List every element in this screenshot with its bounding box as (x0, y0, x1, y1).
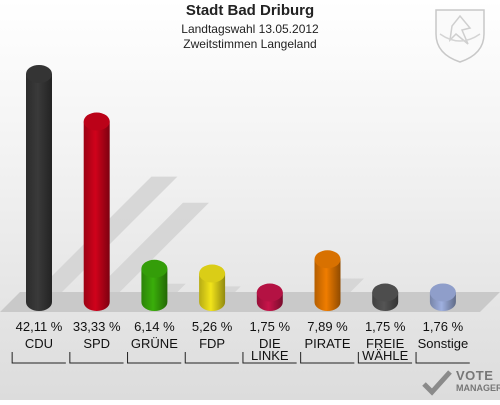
category-bracket-spd (69, 352, 124, 364)
vote-manager-logo: VOTE MANAGER (420, 366, 500, 400)
value-label-gruene: 6,14 % (134, 319, 175, 334)
category-label-gruene: GRÜNE (131, 336, 178, 351)
logo-text-manager: MANAGER (456, 383, 500, 393)
category-bracket-sonstige (415, 352, 470, 364)
bar-fdp (199, 264, 226, 311)
value-label-die-linke: 1,75 % (250, 319, 291, 334)
category-bracket-gruene (127, 352, 182, 364)
category-label-freie-waehle-line1: FREIE (366, 336, 405, 351)
category-label-cdu: CDU (25, 336, 53, 351)
category-bracket-freie-waehle (357, 352, 413, 364)
category-bracket-cdu (11, 352, 66, 364)
category-label-spd: SPD (83, 336, 110, 351)
bar-pirate (314, 250, 341, 311)
logo-text-vote: VOTE (456, 368, 494, 383)
category-label-fdp: FDP (199, 336, 225, 351)
chart-title: Stadt Bad Driburg (185, 2, 315, 19)
value-label-freie-waehle: 1,75 % (365, 319, 406, 334)
category-label-die-linke-line2: LINKE (251, 348, 289, 363)
category-bracket-die-linke (242, 352, 297, 364)
category-bracket-pirate (300, 352, 355, 364)
value-label-spd: 33,33 % (73, 319, 121, 334)
value-label-cdu: 42,11 % (16, 319, 63, 334)
value-label-fdp: 5,26 % (192, 319, 233, 334)
category-label-freie-waehle-line2: WÄHLE (362, 348, 409, 363)
bar-gruene (141, 259, 168, 311)
category-label-die-linke-line1: DIE (259, 336, 281, 351)
coat-of-arms-icon (435, 9, 485, 63)
value-label-pirate: 7,89 % (307, 319, 348, 334)
chart-subtitle-election: Landtagswahl 13.05.2012 (181, 22, 319, 36)
category-label-pirate: PIRATE (305, 336, 351, 351)
bar-sonstige (429, 283, 456, 311)
category-bracket-fdp (184, 352, 239, 364)
checkmark-icon (422, 370, 452, 396)
value-label-sonstige: 1,76 % (423, 319, 464, 334)
bar-die-linke (256, 283, 283, 311)
bar-shadow-spd (83, 202, 209, 302)
chart-floor (0, 292, 500, 312)
chart-subtitle-district: Zweitstimmen Langeland (183, 37, 317, 51)
bar-cdu (26, 65, 52, 311)
category-label-sonstige: Sonstige (418, 336, 469, 351)
bar-spd (83, 112, 110, 311)
bar-freie-waehle (372, 283, 399, 311)
